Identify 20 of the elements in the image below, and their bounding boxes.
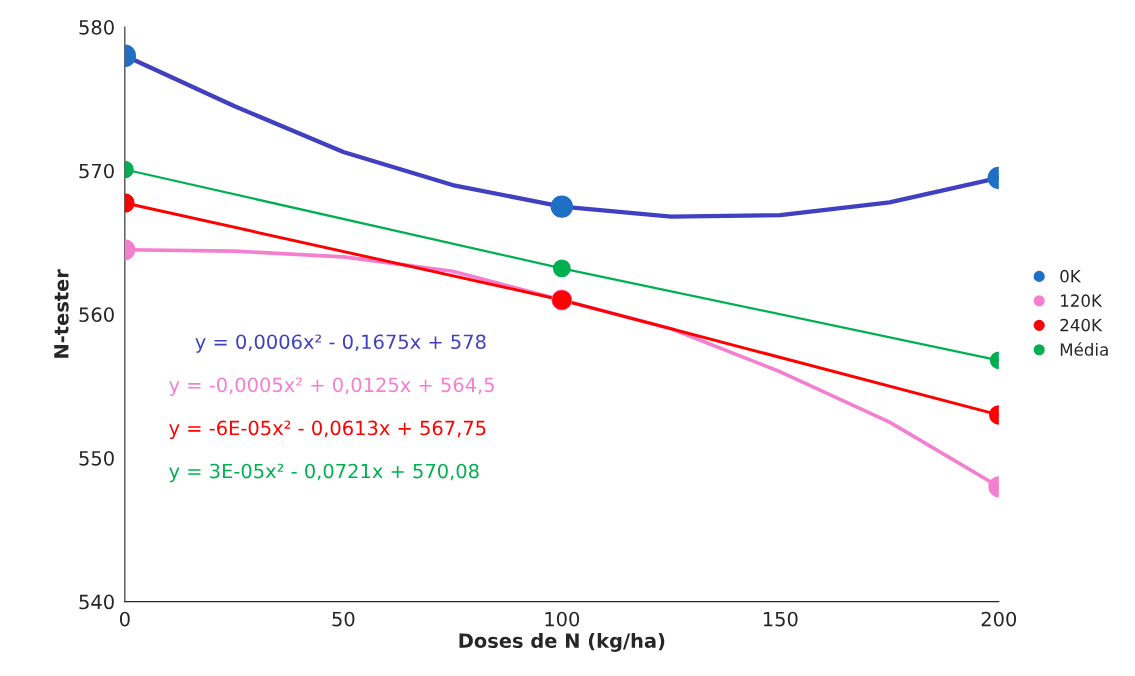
legend-label: 0K bbox=[1060, 269, 1082, 283]
y-tick-label: 570 bbox=[79, 163, 114, 179]
annotation: y = -6E-05x² - 0,0613x + 567,75 bbox=[169, 420, 486, 440]
annotation: y = 3E-05x² - 0,0721x + 570,08 bbox=[169, 463, 479, 483]
legend-label: 120K bbox=[1061, 294, 1103, 307]
y-tick-label: 540 bbox=[79, 594, 114, 610]
legend-label: 240K bbox=[1060, 318, 1103, 332]
x-tick-label: 0 bbox=[119, 611, 130, 627]
annotation: y = -0,0005x² + 0,0125x + 564,5 bbox=[169, 377, 494, 396]
legend-label: Média bbox=[1060, 342, 1108, 356]
x-tick-label: 50 bbox=[332, 611, 355, 627]
x-tick-label: 150 bbox=[763, 611, 798, 627]
x-axis-title: Doses de N (kg/ha) bbox=[459, 632, 665, 652]
y-tick-label: 560 bbox=[79, 307, 114, 322]
annotation: y = 0,0006x² - 0,1675x + 578 bbox=[195, 334, 486, 353]
y-tick-label: 550 bbox=[79, 450, 114, 466]
x-tick-label: 200 bbox=[981, 611, 1017, 627]
x-tick-label: 100 bbox=[545, 611, 580, 627]
y-axis-title: N-tester bbox=[54, 269, 69, 358]
y-tick-label: 580 bbox=[79, 20, 114, 35]
